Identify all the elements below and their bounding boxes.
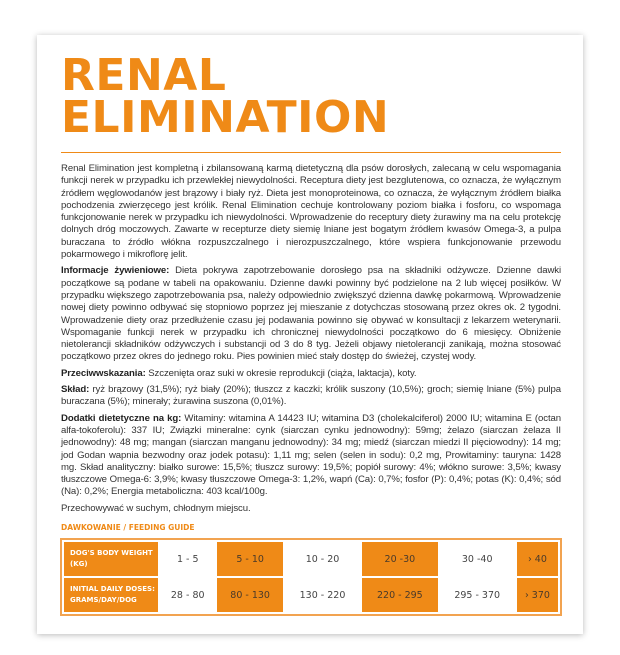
dose-row: INITIAL DAILY DOSES: GRAMS/DAY/DOG 28 - …	[64, 578, 558, 613]
feeding-guide-label: DAWKOWANIE / FEEDING GUIDE	[61, 523, 195, 533]
title-line-1: RENAL	[61, 50, 227, 101]
contraindications-text: Szczenięta oraz suki w okresie reprodukc…	[145, 367, 417, 379]
weight-header: DOG'S BODY WEIGHT (KG)	[64, 542, 158, 577]
weight-cell: › 40	[516, 542, 558, 577]
dose-cell: 28 - 80	[170, 589, 205, 601]
composition-label: Skład:	[61, 384, 90, 396]
dose-cell: 80 - 130	[217, 578, 283, 613]
storage-paragraph: Przechowywać w suchym, chłodnym miejscu.	[61, 502, 251, 514]
additives-text: Witaminy: witamina A 14423 IU; witamina …	[61, 412, 561, 498]
title-line-2: ELIMINATION	[61, 92, 390, 143]
weight-cell: 20 -30	[362, 542, 438, 577]
weight-cell: 1 - 5	[176, 553, 199, 565]
description-paragraph: Renal Elimination jest kompletną i zbila…	[61, 163, 561, 261]
weight-row: DOG'S BODY WEIGHT (KG) 1 - 5 5 - 10 10 -…	[64, 542, 558, 577]
weight-cell: 5 - 10	[217, 542, 283, 577]
feeding-guide-table: DOG'S BODY WEIGHT (KG) 1 - 5 5 - 10 10 -…	[60, 538, 562, 617]
additives-paragraph: Dodatki dietetyczne na kg: Witaminy: wit…	[61, 413, 561, 499]
nutrition-paragraph: Informacje żywieniowe: Dieta pokrywa zap…	[61, 265, 561, 363]
contraindications-paragraph: Przeciwwskazania: Szczenięta oraz suki w…	[61, 368, 561, 380]
product-card: RENAL ELIMINATION Renal Elimination jest…	[37, 35, 583, 635]
nutrition-text: Dieta pokrywa zapotrzebowanie dorosłego …	[61, 265, 561, 363]
composition-text: ryż brązowy (31,5%); ryż biały (20%); tł…	[61, 384, 561, 408]
dose-cell: 295 - 370	[454, 589, 501, 601]
divider	[61, 152, 561, 153]
additives-label: Dodatki dietetyczne na kg:	[61, 412, 182, 424]
dose-cell: 220 - 295	[362, 578, 438, 613]
weight-cell: 10 - 20	[305, 553, 340, 565]
dose-header: INITIAL DAILY DOSES: GRAMS/DAY/DOG	[64, 578, 158, 613]
contraindications-label: Przeciwwskazania:	[61, 367, 146, 379]
product-title: RENAL ELIMINATION	[61, 54, 561, 140]
dose-cell: 130 - 220	[299, 589, 346, 601]
composition-paragraph: Skład: ryż brązowy (31,5%); ryż biały (2…	[61, 384, 561, 409]
nutrition-label: Informacje żywieniowe:	[61, 265, 170, 277]
description-body: Renal Elimination jest kompletną i zbila…	[61, 163, 561, 515]
weight-cell: 30 -40	[461, 553, 493, 565]
dose-cell: › 370	[516, 578, 558, 613]
